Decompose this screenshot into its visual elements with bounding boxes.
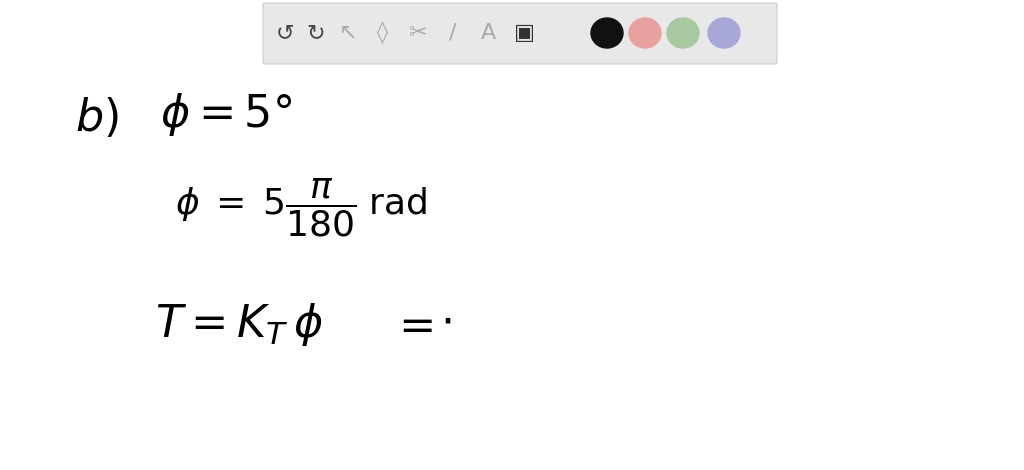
Text: ▣: ▣ (513, 23, 535, 43)
Text: ↖: ↖ (339, 23, 357, 43)
Text: ↻: ↻ (306, 23, 326, 43)
Text: /: / (450, 23, 457, 43)
Ellipse shape (708, 18, 740, 48)
FancyBboxPatch shape (263, 3, 777, 64)
Text: ↺: ↺ (275, 23, 294, 43)
Ellipse shape (629, 18, 662, 48)
Text: ◊: ◊ (377, 22, 387, 45)
Ellipse shape (591, 18, 623, 48)
Text: $T = K_{T}\,\phi$: $T = K_{T}\,\phi$ (155, 301, 324, 348)
Text: $\cdot$: $\cdot$ (440, 300, 452, 344)
Text: A: A (480, 23, 496, 43)
Text: ✂: ✂ (408, 23, 426, 43)
Text: $\phi = 5°$: $\phi = 5°$ (160, 92, 292, 139)
Text: $\phi \;=\; 5\dfrac{\pi}{180}\;\mathrm{rad}$: $\phi \;=\; 5\dfrac{\pi}{180}\;\mathrm{r… (175, 177, 428, 239)
Text: $b)$: $b)$ (75, 96, 119, 140)
Text: $=$: $=$ (390, 304, 433, 346)
Ellipse shape (667, 18, 699, 48)
